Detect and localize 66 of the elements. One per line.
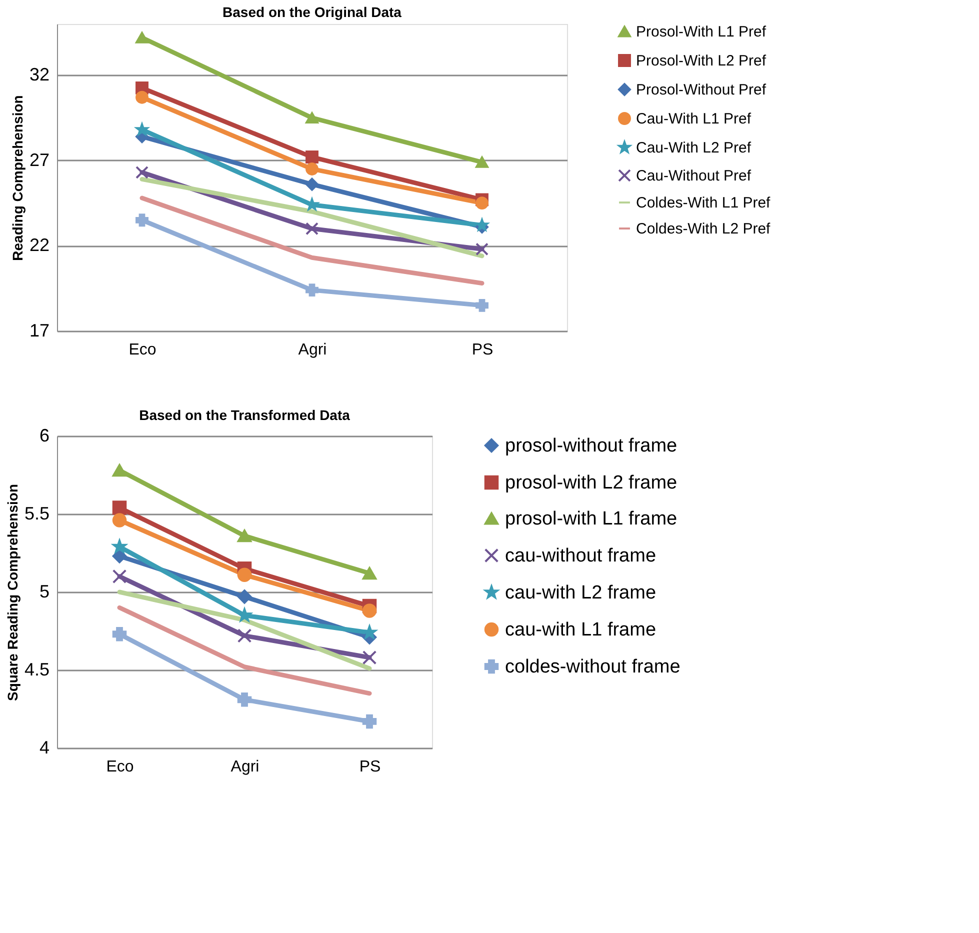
x-tick-label: Eco xyxy=(106,758,134,776)
legend-label: Prosol-With L2 Pref xyxy=(636,52,767,70)
point xyxy=(362,714,377,729)
point xyxy=(476,196,488,210)
legend-label: Prosol-Without Pref xyxy=(636,82,767,98)
point xyxy=(306,222,318,236)
point xyxy=(476,156,488,168)
legend-label: prosol-with L1 frame xyxy=(505,508,678,530)
y-tick-label: 32 xyxy=(29,64,50,85)
point xyxy=(112,626,127,642)
x-tick-label: PS xyxy=(359,758,381,776)
legend-label: Prosol-With L1 Pref xyxy=(636,24,767,40)
point xyxy=(306,284,318,297)
y-tick-label: 5 xyxy=(39,582,50,602)
point xyxy=(476,298,488,312)
x-tick-label: PS xyxy=(472,342,494,358)
point xyxy=(306,150,318,164)
legend-label: Coldes-With L2 Pref xyxy=(636,220,772,238)
point xyxy=(237,590,252,604)
y-tick-label: 6 xyxy=(39,426,50,446)
point xyxy=(136,90,148,104)
point xyxy=(362,650,377,665)
y-tick-label: 5.5 xyxy=(24,504,50,524)
legend-label: Cau-With L1 Pref xyxy=(636,110,752,128)
y-axis-title: Square Reading Comprehension xyxy=(4,484,20,702)
y-tick-label: 22 xyxy=(29,235,50,256)
point xyxy=(112,464,127,477)
point xyxy=(362,625,376,639)
point xyxy=(112,569,127,584)
point xyxy=(238,608,252,622)
legend-label: Cau-With L2 Pref xyxy=(636,140,752,156)
legend-label: prosol-without frame xyxy=(505,436,678,456)
point xyxy=(136,32,148,44)
legend-label: cau-with L1 frame xyxy=(505,620,656,640)
legend-label: Coldes-With L1 Pref xyxy=(636,194,772,212)
legend-label: prosol-with L2 frame xyxy=(505,472,678,494)
point xyxy=(237,568,252,582)
y-tick-label: 27 xyxy=(29,150,50,170)
point xyxy=(112,548,127,564)
point xyxy=(476,242,488,256)
point xyxy=(306,162,318,176)
point xyxy=(237,530,252,542)
chart-title: Based on the Transformed Data xyxy=(139,407,350,423)
legend-label: cau-without frame xyxy=(505,546,656,566)
point xyxy=(136,166,148,179)
point xyxy=(237,628,252,643)
point xyxy=(306,112,318,124)
legend-label: cau-with L2 frame xyxy=(505,582,656,604)
x-tick-label: Agri xyxy=(298,342,327,358)
chart-title: Based on the Original Data xyxy=(222,4,402,20)
point xyxy=(112,500,127,515)
point xyxy=(362,604,377,618)
point xyxy=(112,540,126,553)
y-tick-label: 17 xyxy=(29,320,50,340)
point xyxy=(136,214,148,227)
point xyxy=(237,692,252,707)
legend-label: Cau-Without Pref xyxy=(636,168,752,184)
y-tick-label: 4 xyxy=(39,738,50,758)
legend-label: coldes-without frame xyxy=(505,656,680,678)
x-tick-label: Eco xyxy=(128,342,156,358)
point xyxy=(362,566,377,580)
y-tick-label: 4.5 xyxy=(24,660,50,680)
point xyxy=(112,513,127,528)
point xyxy=(306,178,318,191)
x-tick-label: Agri xyxy=(230,758,260,776)
y-axis-title: Reading Comprehension xyxy=(9,95,26,261)
